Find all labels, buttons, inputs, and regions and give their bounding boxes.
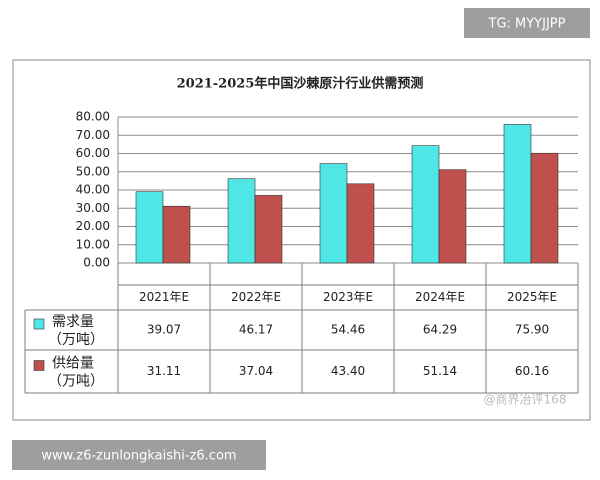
bar	[411, 145, 440, 264]
value-label: 43.40	[331, 364, 365, 378]
bottom-badge: www.z6-zunlongkaishi-z6.com	[41, 449, 236, 464]
y-tick-label: 30.00	[76, 201, 110, 215]
x-tick-label: 2021年E	[139, 290, 189, 304]
badge-bg	[464, 8, 590, 38]
value-label: 37.04	[239, 364, 273, 378]
chart-title: 2021-2025年中国沙棘原汁行业供需预测	[177, 76, 424, 92]
legend-label: 需求量（万吨）	[48, 314, 104, 348]
bar	[162, 205, 191, 264]
watermark: @商界冶评168	[484, 392, 567, 407]
x-tick-label: 2025年E	[507, 290, 557, 304]
y-tick-label: 0.00	[83, 256, 110, 270]
value-label: 51.14	[423, 364, 457, 378]
bar	[438, 169, 467, 264]
badge-bg	[12, 440, 266, 470]
value-label: 54.46	[331, 323, 365, 337]
value-label: 31.11	[147, 364, 181, 378]
value-label: 75.90	[515, 323, 549, 337]
y-tick-label: 40.00	[76, 183, 110, 197]
bar	[227, 178, 256, 264]
legend-swatch	[33, 360, 45, 371]
legend-swatch	[33, 318, 45, 330]
x-tick-label: 2024年E	[415, 290, 465, 304]
bar	[503, 124, 532, 264]
y-tick-label: 80.00	[76, 110, 110, 124]
bar	[319, 163, 348, 264]
top-badge: TG: MYYJJPP	[488, 17, 566, 32]
value-label: 60.16	[515, 364, 549, 378]
value-label: 64.29	[423, 323, 457, 337]
y-tick-label: 50.00	[76, 164, 110, 178]
bar	[135, 191, 164, 264]
y-tick-label: 10.00	[76, 237, 110, 251]
legend-label: 供给量（万吨）	[48, 356, 104, 390]
y-tick-label: 60.00	[76, 146, 110, 160]
y-tick-label: 20.00	[76, 219, 110, 233]
bar	[346, 183, 375, 264]
value-label: 39.07	[147, 323, 181, 337]
bar	[530, 152, 559, 264]
bar	[254, 195, 283, 264]
x-tick-label: 2022年E	[231, 290, 281, 304]
value-label: 46.17	[239, 323, 273, 337]
y-tick-label: 70.00	[76, 128, 110, 142]
x-tick-label: 2023年E	[323, 290, 373, 304]
